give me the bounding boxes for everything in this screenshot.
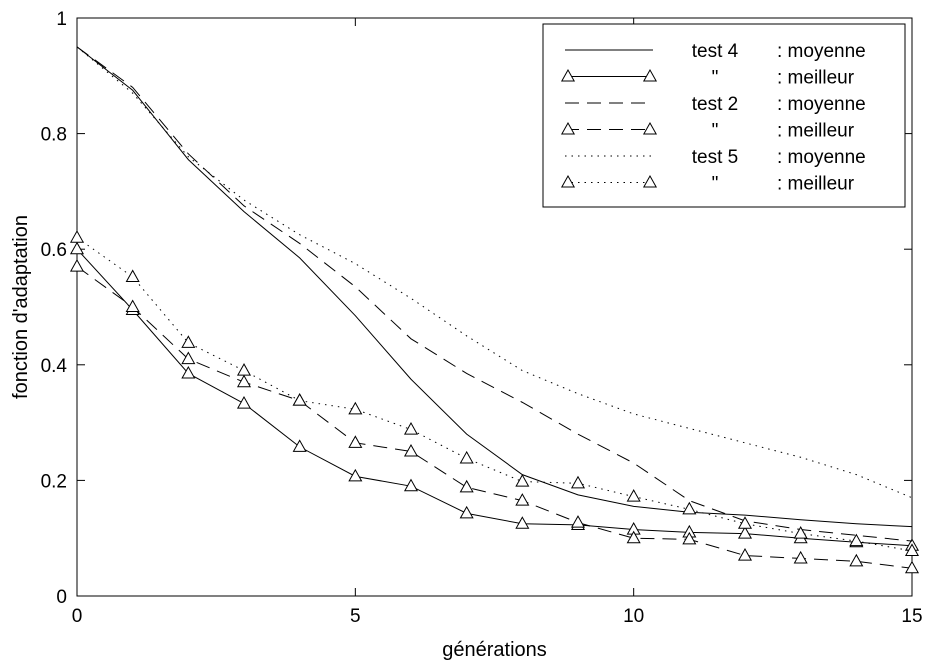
y-tick-label: 0.6 [41,240,67,261]
data-point-test2_meilleur [737,548,753,561]
data-point-test2_meilleur [181,351,196,365]
legend-label-suffix: : moyenne [777,147,866,168]
legend-label-name: " [712,121,719,142]
legend-label-suffix: : meilleur [777,174,855,195]
legend-marker [560,68,576,82]
series-line-test2_meilleur [76,266,913,569]
legend-entry-test5_meilleur: " : meilleur [560,174,855,195]
legend-marker [642,68,658,82]
data-point-test4_meilleur [292,439,307,452]
legend-entry-test4_moyenne: test 4 : moyenne [565,41,866,62]
data-point-test2_meilleur [849,553,864,567]
x-tick-label: 10 [623,606,644,627]
data-point-test2_meilleur [348,435,363,448]
x-tick-label: 0 [72,606,83,627]
data-point-test5_meilleur [793,526,808,539]
data-point-test5_meilleur [682,501,697,515]
series-test4_moyenne [76,46,913,528]
legend-marker [560,121,576,135]
series-line-test4_moyenne [76,46,913,528]
x-tick-label: 15 [901,606,922,627]
data-point-test2_meilleur [570,515,586,528]
data-point-test2_meilleur [403,443,419,457]
legend-label-name: test 5 [692,147,738,168]
legend-label-name: test 2 [692,94,738,115]
data-point-test5_meilleur [125,269,140,282]
y-tick-label: 1 [56,9,67,30]
legend-box [542,23,906,208]
legend-label-suffix: : meilleur [777,68,855,89]
data-point-test5_meilleur [515,474,530,487]
legend-marker [642,121,658,135]
y-tick-label: 0.4 [41,356,68,377]
y-axis-title: fonction d'adaptation [10,215,32,399]
legend-label-name: " [712,174,719,195]
y-tick-label: 0 [56,587,67,608]
data-point-test2_meilleur [236,374,252,388]
series-test4_meilleur [69,241,920,551]
data-point-test2_meilleur [626,530,641,544]
data-point-test5_meilleur [403,422,419,435]
legend-label-suffix: : moyenne [777,41,866,62]
data-point-test5_meilleur [181,335,196,348]
series-test5_meilleur [69,230,920,556]
data-point-test4_meilleur [737,526,753,539]
series-line-test5_meilleur [76,237,913,552]
data-point-test5_meilleur [849,533,864,547]
data-point-test4_meilleur [348,468,363,482]
legend-entry-test2_moyenne: test 2 : moyenne [565,94,866,115]
data-point-test2_meilleur [125,299,140,313]
data-point-test4_meilleur [515,516,530,529]
data-point-test2_meilleur [793,550,808,564]
axis-ticks: 0 5 10 15 0 0.2 0.4 0.6 0.8 1 [41,9,923,627]
data-point-test2_meilleur [515,493,530,506]
legend-label-name: test 4 [692,41,739,62]
series-line-test4_meilleur [76,248,913,547]
data-point-test5_meilleur [459,450,474,464]
data-series [69,46,920,574]
series-line-test5_moyenne [76,46,913,499]
data-point-test5_meilleur [626,489,641,502]
series-test2_meilleur [69,259,920,574]
data-point-test5_meilleur [69,230,85,243]
legend-label-suffix: : meilleur [777,121,855,142]
data-point-test4_meilleur [459,505,474,519]
data-point-test4_meilleur [69,241,85,255]
legend-label-name: " [712,68,719,89]
data-point-test2_meilleur [682,531,697,545]
legend-entry-test4_meilleur: " : meilleur [560,68,855,89]
data-point-test4_meilleur [181,365,196,379]
data-point-test4_meilleur [236,396,252,409]
data-point-test5_meilleur [904,543,920,556]
legend-marker [560,174,576,188]
data-point-test5_meilleur [292,393,307,406]
x-axis-title: générations [442,639,547,661]
data-point-test2_meilleur [459,479,474,493]
y-tick-label: 0.8 [41,125,67,146]
series-test5_moyenne [76,46,913,499]
legend: test 4 : moyenne " : meilleur test 2 : moyenn… [542,23,906,208]
data-point-test5_meilleur [737,516,753,529]
legend-label-suffix: : moyenne [777,94,866,115]
y-tick-label: 0.2 [41,471,67,492]
legend-entry-test2_meilleur: " : meilleur [560,121,855,142]
data-point-test5_meilleur [348,401,363,415]
legend-items: test 4 : moyenne " : meilleur test 2 : moyenn… [560,41,866,195]
x-tick-label: 5 [350,606,361,627]
legend-entry-test5_moyenne: test 5 : moyenne [565,147,866,168]
data-point-test2_meilleur [69,259,85,272]
data-point-test4_meilleur [403,478,419,492]
data-point-test2_meilleur [904,560,920,574]
legend-marker [642,174,658,188]
data-point-test5_meilleur [236,363,252,376]
data-point-test5_meilleur [570,475,586,489]
